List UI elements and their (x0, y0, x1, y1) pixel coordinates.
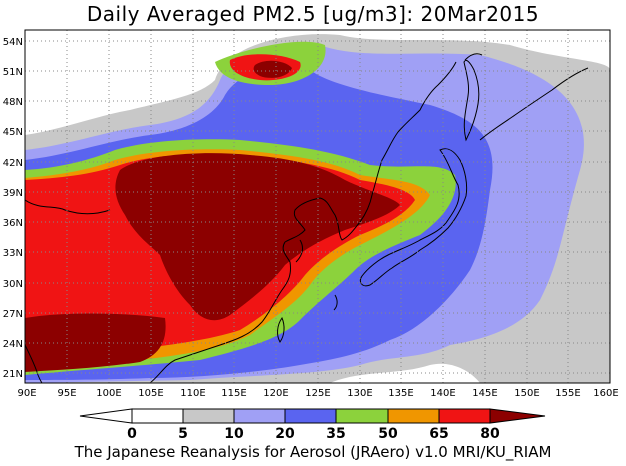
colorbar-swatch-50-65 (387, 408, 440, 424)
lon-label-160e: 160E (593, 388, 618, 399)
lon-label-125e: 125E (305, 388, 330, 399)
lon-label-95e: 95E (57, 388, 76, 399)
colorbar-swatch-0-5 (131, 408, 184, 424)
lat-label-48n: 48N (3, 97, 23, 108)
colorbar-swatch-65-80 (438, 408, 491, 424)
level-above-80 (25, 60, 400, 372)
colorbar-label-80: 80 (480, 426, 500, 442)
map-title: Daily Averaged PM2.5 [ug/m3]: 20Mar2015 (86, 2, 540, 26)
lat-label-24n: 24N (3, 339, 23, 350)
lon-label-90e: 90E (17, 388, 36, 399)
lon-label-115e: 115E (221, 388, 246, 399)
lat-label-51n: 51N (3, 67, 23, 78)
lat-label-54n: 54N (3, 37, 23, 48)
lon-label-155e: 155E (555, 388, 580, 399)
lon-label-120e: 120E (263, 388, 288, 399)
lon-label-105e: 105E (138, 388, 163, 399)
colorbar-swatch-5-10 (182, 408, 235, 424)
colorbar-swatch-35-50 (335, 408, 389, 424)
lon-label-140e: 140E (430, 388, 455, 399)
map-frame (24, 29, 611, 384)
lat-label-33n: 33N (3, 248, 23, 259)
lat-label-36n: 36N (3, 218, 23, 229)
lon-label-100e: 100E (96, 388, 121, 399)
lat-label-42n: 42N (3, 158, 23, 169)
colorbar-swatch-below-0 (79, 408, 133, 424)
colorbar-label-35: 35 (326, 426, 345, 442)
lon-label-145e: 145E (472, 388, 497, 399)
lon-label-135e: 135E (388, 388, 413, 399)
colorbar-label-50: 50 (378, 426, 398, 442)
footer-credit: The Japanese Reanalysis for Aerosol (JRA… (74, 443, 552, 461)
colorbar-swatch-above-80 (489, 408, 546, 424)
colorbar-label-20: 20 (275, 426, 295, 442)
colorbar-label-5: 5 (178, 426, 188, 442)
lat-label-45n: 45N (3, 127, 23, 138)
coastlines (25, 53, 589, 383)
colorbar-swatch-20-35 (284, 408, 337, 424)
lat-label-21n: 21N (3, 369, 23, 380)
colorbar-label-0: 0 (127, 426, 137, 442)
lat-label-27n: 27N (3, 309, 23, 320)
colorbar (79, 408, 546, 424)
lat-label-39n: 39N (3, 188, 23, 199)
lon-label-150e: 150E (514, 388, 539, 399)
colorbar-swatch-10-20 (233, 408, 286, 424)
lon-label-110e: 110E (180, 388, 205, 399)
lat-label-30n: 30N (3, 279, 23, 290)
grid-lines (25, 30, 610, 383)
colorbar-label-65: 65 (429, 426, 448, 442)
colorbar-label-10: 10 (224, 426, 244, 442)
lon-label-130e: 130E (347, 388, 372, 399)
